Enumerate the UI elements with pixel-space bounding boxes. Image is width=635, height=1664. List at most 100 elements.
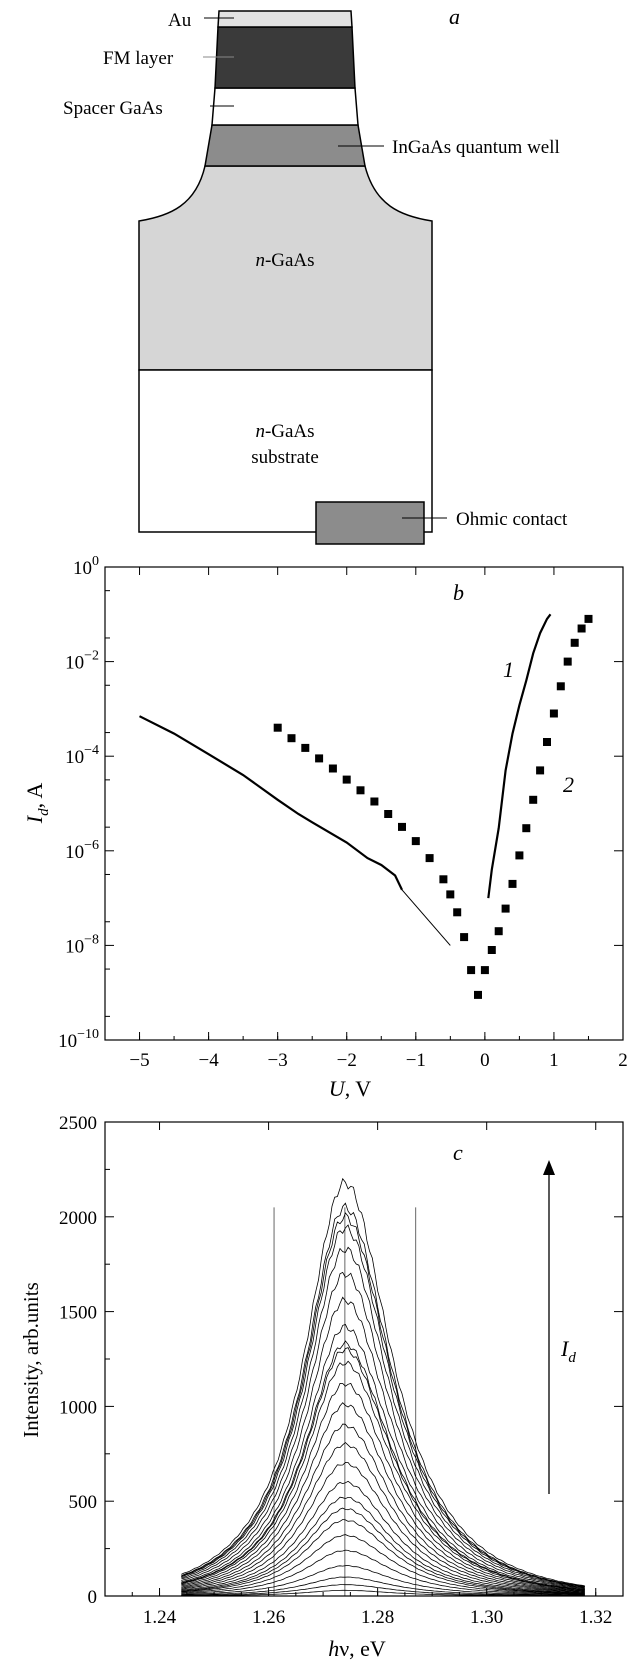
series-2-marker	[487, 946, 496, 954]
series-2-marker	[273, 723, 282, 732]
panel-c-ytick-label: 1000	[59, 1397, 97, 1418]
panel-b-xtick-label: 2	[618, 1050, 628, 1071]
spectrum-curve	[181, 1441, 585, 1593]
series-2-marker	[515, 851, 524, 860]
series-2-marker	[384, 810, 393, 818]
panel-c-series	[181, 1177, 585, 1597]
panel-c-ytick-label: 1500	[59, 1303, 97, 1324]
spectrum-curve	[181, 1360, 585, 1591]
series-2-marker	[453, 908, 462, 917]
panel-b-ylabel: Id, A	[22, 783, 52, 825]
panel-a-device-diagram: a Au FM layer Spacer GaAs InGaAs quantum…	[63, 4, 568, 545]
panel-c-frame	[104, 1121, 624, 1597]
series-2-marker	[494, 927, 503, 936]
spectrum-curve	[181, 1519, 585, 1595]
panel-c-xtick-label: 1.30	[470, 1607, 503, 1628]
panel-c-ticks: 1.24 1.26 1.28 1.30 1.32 0 500 1000 1500 2000 2500	[59, 1113, 624, 1628]
spectrum-curve	[181, 1507, 585, 1595]
panel-c-xtick-label: 1.24	[143, 1607, 177, 1628]
series-2-marker	[370, 797, 379, 806]
series-2-marker	[342, 775, 351, 784]
au-layer	[217, 10, 353, 28]
series-1-reverse-line	[139, 715, 403, 891]
series-2-marker	[439, 875, 448, 884]
substrate-label-line1: n-GaAs	[255, 421, 314, 442]
fm-layer-label: FM layer	[103, 48, 174, 69]
spectrum-curve	[181, 1423, 585, 1593]
series-1-label: 1	[503, 657, 514, 682]
id-arrow-head	[543, 1160, 555, 1175]
panel-b-xtick-label: 1	[549, 1050, 559, 1071]
series-2-marker	[467, 966, 476, 975]
series-2-marker	[446, 890, 455, 899]
spectrum-curve	[181, 1296, 585, 1590]
series-2-marker	[556, 682, 565, 691]
panel-b-ytick-label: 10−8	[65, 932, 99, 957]
panel-c-ytick-label: 0	[88, 1587, 98, 1608]
panel-c-xlabel: hν, eV	[328, 1636, 386, 1661]
series-2-marker	[356, 786, 365, 795]
spectrum-curve	[181, 1323, 585, 1590]
spectrum-curve	[181, 1549, 585, 1596]
n-gaas-label: n-GaAs	[255, 250, 314, 271]
panel-b-xtick-label: −3	[268, 1050, 288, 1071]
spectrum-curve	[181, 1177, 585, 1587]
panel-c-ytick-label: 2500	[59, 1113, 97, 1134]
spectrum-curve	[181, 1271, 585, 1589]
panel-b-label: b	[453, 580, 464, 605]
panel-a-label: a	[449, 4, 460, 29]
substrate-label-line2: substrate	[251, 447, 319, 468]
ohmic-contact	[315, 501, 425, 545]
spectrum-curve	[181, 1534, 585, 1595]
series-2-marker	[536, 766, 545, 775]
series-2-marker	[508, 879, 517, 888]
series-2-marker	[543, 738, 551, 746]
series-2-marker	[501, 904, 510, 913]
au-label: Au	[168, 10, 192, 31]
spectrum-curve	[181, 1576, 585, 1596]
series-2-marker	[480, 966, 489, 975]
panel-b-xtick-label: −5	[129, 1050, 149, 1071]
series-2-label: 2	[563, 772, 574, 797]
panel-b-ytick-label: 10−6	[65, 838, 99, 863]
series-2-marker	[301, 743, 310, 752]
panel-b-ticks: −5 −4 −3 −2 −1 0 1 2 100 10−2 10−4 10−6 10−8 10−10	[58, 554, 628, 1071]
fm-layer	[214, 26, 356, 89]
series-2-marker	[287, 734, 296, 743]
series-2-marker	[570, 638, 579, 647]
panel-b-ytick-label: 10−2	[65, 649, 99, 674]
panel-c-ytick-label: 500	[69, 1492, 98, 1513]
series-1-forward-line	[487, 613, 552, 899]
panel-b-xtick-label: −1	[406, 1050, 426, 1071]
spectrum-curve	[181, 1224, 585, 1588]
ohmic-contact-label: Ohmic contact	[456, 509, 568, 530]
spectrum-curve	[181, 1461, 585, 1594]
series-2-marker	[460, 933, 469, 942]
series-2-marker	[529, 795, 538, 804]
panel-c-xtick-label: 1.26	[252, 1607, 285, 1628]
series-2-marker	[315, 754, 324, 763]
spectrum-curve	[181, 1584, 585, 1597]
quantum-well-label: InGaAs quantum well	[392, 137, 560, 158]
panel-c-label: c	[453, 1140, 463, 1165]
panel-c-xtick-label: 1.28	[361, 1607, 394, 1628]
series-2-marker	[398, 822, 406, 831]
series-1-leader-line	[401, 889, 451, 946]
panel-b-xtick-label: 0	[480, 1050, 490, 1071]
series-2-marker	[563, 657, 572, 666]
panel-b-frame	[104, 566, 624, 1041]
series-2-marker	[522, 824, 531, 833]
spectrum-curve	[181, 1402, 585, 1592]
panel-b-xtick-label: −2	[337, 1050, 357, 1071]
spectrum-curve	[181, 1480, 585, 1594]
panel-b-series	[139, 613, 593, 999]
id-arrow-label: Id	[560, 1336, 576, 1366]
series-2-marker	[328, 764, 337, 773]
spacer-gaas-label: Spacer GaAs	[63, 98, 163, 119]
spectrum-curve	[181, 1564, 585, 1596]
panel-b-ytick-label: 10−4	[65, 743, 99, 768]
spectrum-curve	[181, 1382, 585, 1592]
spectrum-curve	[181, 1496, 585, 1594]
